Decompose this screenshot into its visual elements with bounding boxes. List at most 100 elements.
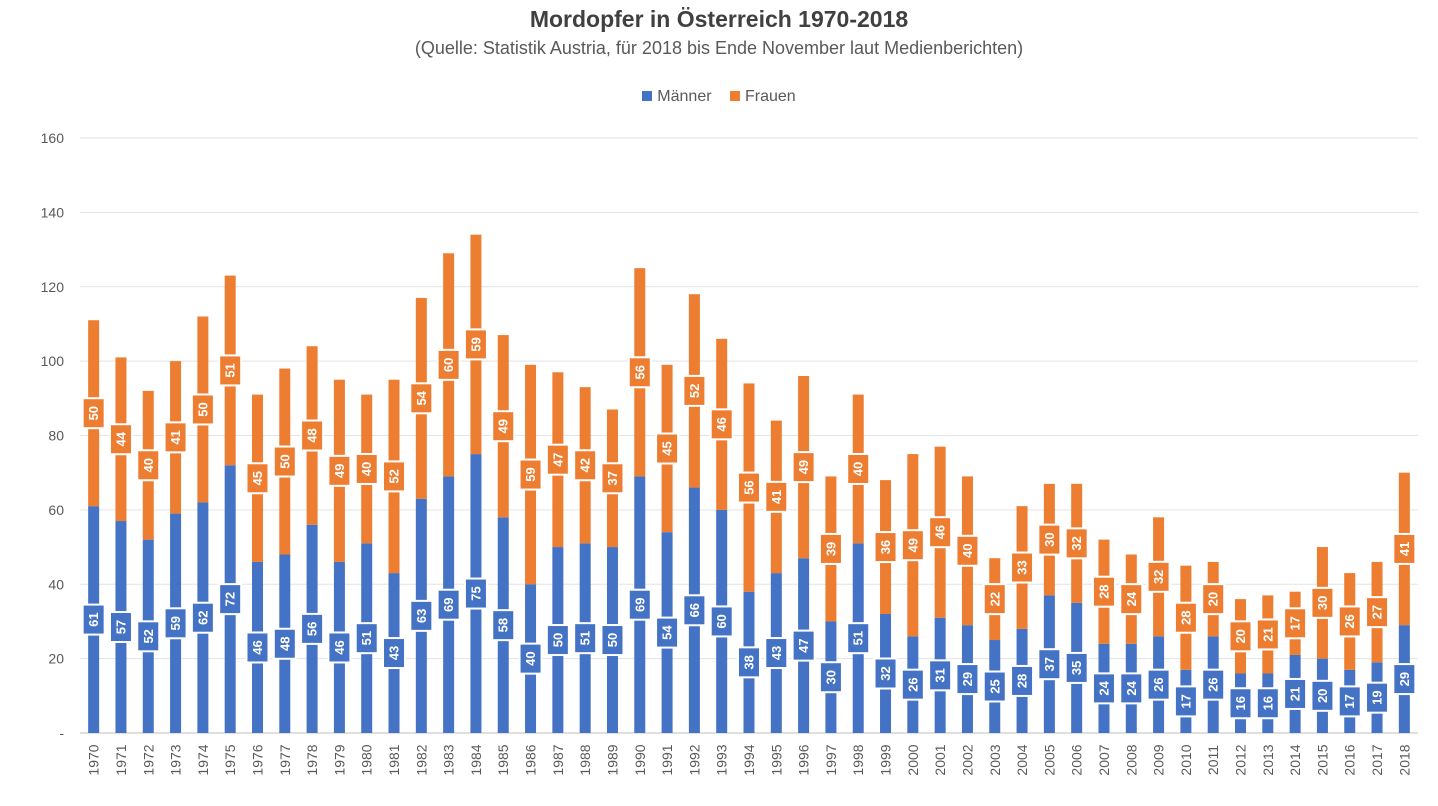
- y-tick-label: 40: [48, 576, 64, 592]
- label-frauen-1978: 48: [300, 419, 325, 452]
- label-maenner-1996: 47: [791, 629, 816, 662]
- label-maenner-2005-text: 37: [1042, 657, 1057, 671]
- label-maenner-1986-text: 40: [523, 651, 538, 665]
- label-frauen-2016-text: 26: [1342, 614, 1357, 628]
- label-frauen-2004: 33: [1010, 551, 1035, 584]
- x-tick-label-1989: 1989: [604, 744, 620, 775]
- label-frauen-2005: 30: [1037, 523, 1062, 556]
- x-tick-label-2017: 2017: [1369, 744, 1385, 775]
- label-maenner-2002: 29: [955, 663, 980, 696]
- label-maenner-1998: 51: [846, 622, 871, 655]
- label-maenner-1993-text: 60: [714, 614, 729, 628]
- label-maenner-1996-text: 47: [796, 638, 811, 652]
- label-maenner-2002-box: [955, 663, 980, 696]
- label-maenner-2010-box: [1173, 685, 1198, 718]
- label-frauen-1975-text: 51: [223, 363, 238, 377]
- label-maenner-1982-text: 63: [414, 609, 429, 623]
- label-frauen-2004-box: [1010, 551, 1035, 584]
- label-maenner-1978: 56: [300, 612, 325, 645]
- label-frauen-1992: 52: [682, 374, 707, 407]
- label-frauen-2008-text: 24: [1124, 591, 1139, 606]
- label-frauen-1993-box: [709, 408, 734, 441]
- label-maenner-1999: 32: [873, 657, 898, 690]
- label-frauen-1983-text: 60: [441, 358, 456, 372]
- x-tick-label-2003: 2003: [987, 744, 1003, 775]
- label-maenner-1999-box: [873, 657, 898, 690]
- x-tick-label-2002: 2002: [959, 744, 975, 775]
- label-frauen-1993-text: 46: [714, 417, 729, 431]
- label-maenner-2006: 35: [1064, 651, 1089, 684]
- label-maenner-1976: 46: [245, 631, 270, 664]
- label-frauen-1972-text: 40: [141, 458, 156, 472]
- label-maenner-1981: 43: [382, 637, 407, 670]
- label-frauen-2003: 22: [982, 583, 1007, 616]
- label-maenner-1983-text: 69: [441, 597, 456, 611]
- label-maenner-1994-box: [737, 646, 761, 679]
- label-maenner-2000: 26: [900, 668, 925, 701]
- label-maenner-2018-text: 29: [1397, 672, 1412, 686]
- label-maenner-2017-box: [1365, 681, 1390, 714]
- label-maenner-1990: 69: [627, 588, 652, 621]
- label-maenner-2014-text: 21: [1288, 687, 1303, 701]
- label-frauen-1987-text: 47: [550, 452, 565, 466]
- x-tick-label-1975: 1975: [222, 744, 238, 775]
- label-frauen-1972-box: [136, 449, 161, 482]
- x-tick-label-1984: 1984: [468, 744, 484, 775]
- label-frauen-2000: 49: [900, 529, 925, 562]
- label-maenner-2012-box: [1228, 687, 1253, 720]
- label-maenner-2017-text: 19: [1370, 690, 1385, 704]
- legend: Männer Frauen: [0, 88, 1438, 106]
- label-frauen-1982: 54: [409, 382, 434, 415]
- label-maenner-2007-text: 24: [1096, 680, 1111, 695]
- x-tick-label-1990: 1990: [632, 744, 648, 775]
- x-tick-label-1971: 1971: [113, 744, 129, 775]
- label-frauen-1972: 40: [136, 449, 161, 482]
- label-maenner-2001: 31: [928, 659, 953, 692]
- label-frauen-1977: 50: [272, 445, 297, 478]
- label-frauen-1981-text: 52: [387, 469, 402, 483]
- x-tick-label-2014: 2014: [1287, 744, 1303, 775]
- label-maenner-2004: 28: [1010, 664, 1035, 697]
- y-tick-label: 20: [48, 651, 64, 667]
- label-frauen-2012-box: [1228, 620, 1253, 653]
- label-maenner-2009-text: 26: [1151, 677, 1166, 691]
- label-maenner-2016-box: [1337, 685, 1362, 718]
- label-frauen-1998: 40: [846, 452, 871, 485]
- label-frauen-2008-box: [1119, 583, 1144, 616]
- label-frauen-1975-box: [218, 354, 243, 387]
- y-tick-label: 100: [41, 353, 65, 369]
- label-maenner-1988-text: 51: [578, 631, 593, 645]
- label-maenner-1992-text: 66: [687, 603, 702, 617]
- x-tick-label-2001: 2001: [932, 744, 948, 775]
- label-maenner-1985: 58: [491, 609, 516, 642]
- label-maenner-1981-text: 43: [387, 646, 402, 660]
- label-frauen-1990: 56: [627, 356, 652, 389]
- legend-swatch-maenner: [642, 91, 653, 101]
- label-frauen-1985-text: 49: [496, 419, 511, 433]
- x-tick-label-2007: 2007: [1096, 744, 1112, 775]
- label-frauen-1990-box: [627, 356, 652, 389]
- label-maenner-1983-box: [436, 588, 461, 621]
- label-frauen-2006: 32: [1064, 527, 1089, 560]
- label-maenner-1985-text: 58: [496, 618, 511, 632]
- label-maenner-1987-box: [545, 624, 570, 657]
- label-maenner-2005-box: [1037, 648, 1062, 681]
- label-maenner-1997: 30: [818, 661, 843, 694]
- label-maenner-2002-text: 29: [960, 672, 975, 686]
- label-maenner-1977-box: [272, 627, 297, 660]
- x-tick-label-1988: 1988: [577, 744, 593, 775]
- label-frauen-1982-box: [409, 382, 434, 415]
- label-maenner-2015: 20: [1310, 679, 1335, 712]
- y-axis: - 20 40 60 80 100 120 140 160: [41, 130, 65, 741]
- label-maenner-1982-box: [409, 599, 434, 632]
- x-tick-label-1999: 1999: [878, 744, 894, 775]
- label-frauen-2001-text: 46: [933, 525, 948, 539]
- label-maenner-1971-box: [108, 611, 133, 644]
- x-tick-label-1997: 1997: [823, 744, 839, 775]
- label-frauen-2017-box: [1365, 596, 1390, 629]
- label-frauen-1989-box: [600, 462, 625, 495]
- label-maenner-2004-box: [1010, 664, 1035, 697]
- label-frauen-2005-text: 30: [1042, 532, 1057, 546]
- x-tick-label-2006: 2006: [1069, 744, 1085, 775]
- x-tick-label-1979: 1979: [331, 744, 347, 775]
